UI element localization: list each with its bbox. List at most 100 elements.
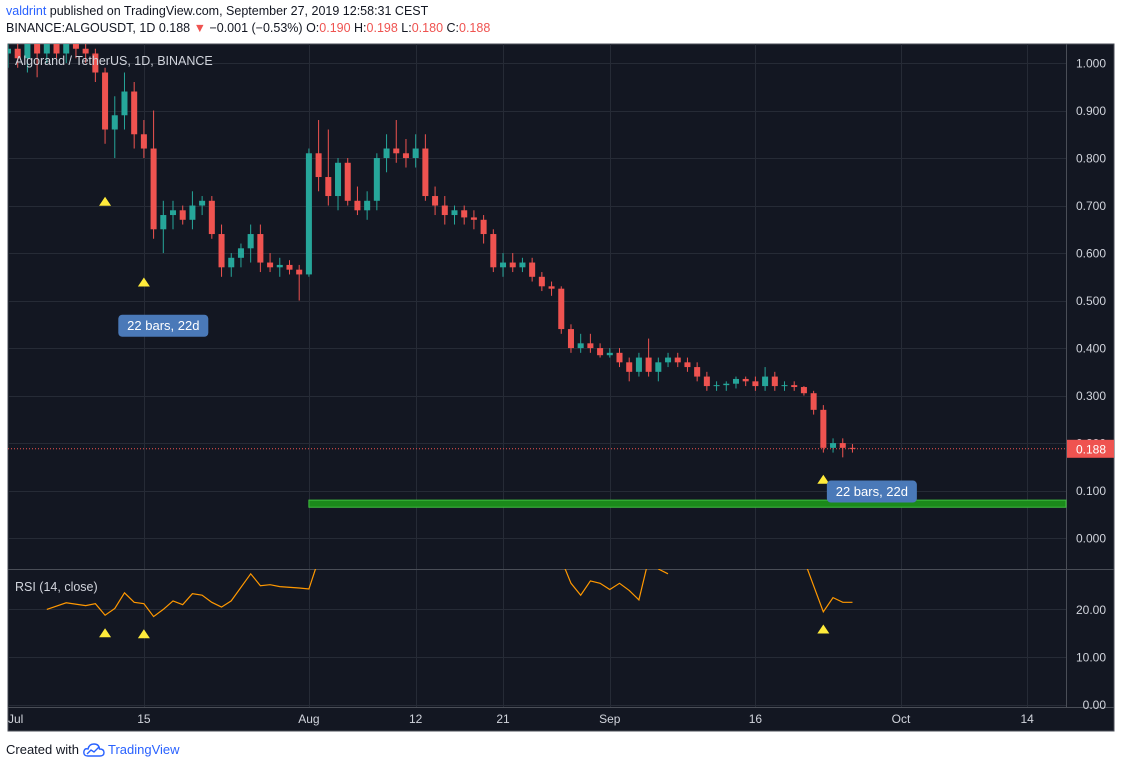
- candle-body: [111, 115, 118, 130]
- price-axis-tick: 0.800: [1076, 152, 1106, 166]
- candle-body: [830, 443, 837, 448]
- tradingview-logo[interactable]: TradingView: [83, 742, 180, 757]
- candle: [131, 82, 138, 149]
- candle: [558, 286, 565, 334]
- candle: [684, 357, 691, 372]
- candle: [635, 352, 642, 377]
- candle: [412, 134, 419, 168]
- candle-body: [655, 362, 662, 372]
- candle: [8, 44, 12, 68]
- author-link[interactable]: valdrint: [6, 4, 47, 18]
- candle: [189, 191, 196, 230]
- grid-lines: [8, 44, 1066, 707]
- candle-body: [480, 219, 487, 235]
- candle: [655, 357, 662, 382]
- candle: [393, 120, 400, 163]
- candle: [432, 186, 439, 216]
- low-label: L:: [401, 21, 412, 35]
- candle: [267, 253, 274, 273]
- open-label: O:: [306, 21, 320, 35]
- candle-body: [781, 385, 788, 387]
- candle: [849, 444, 856, 453]
- symbol-label: BINANCE:ALGOUSDT, 1D: [6, 21, 156, 35]
- candle-body: [412, 148, 419, 159]
- candle-body: [490, 234, 497, 268]
- candle: [286, 260, 293, 275]
- candle: [606, 348, 613, 358]
- candle-body: [373, 158, 380, 201]
- candle: [228, 253, 235, 277]
- candle-body: [393, 148, 400, 154]
- candle: [383, 134, 390, 173]
- candle-body: [616, 352, 623, 363]
- candle: [140, 120, 147, 159]
- candle-body: [587, 343, 594, 349]
- candle-body: [703, 376, 710, 387]
- candle-body: [296, 269, 303, 275]
- candle-body: [344, 162, 351, 201]
- candle: [587, 333, 594, 353]
- candle: [121, 72, 128, 130]
- cloud-icon: [83, 742, 105, 757]
- candle-body: [150, 148, 157, 230]
- candle: [296, 264, 303, 301]
- candle: [82, 44, 89, 64]
- time-axis-tick: 16: [749, 712, 763, 726]
- candle: [102, 67, 109, 144]
- last-price-tag-box: [1067, 439, 1114, 458]
- candle-body: [713, 385, 720, 387]
- candle-body: [286, 264, 293, 270]
- candle: [723, 381, 730, 391]
- candle: [752, 376, 759, 391]
- candle: [742, 376, 749, 387]
- time-axis-tick: 21: [496, 712, 510, 726]
- candle: [315, 120, 322, 192]
- candle-body: [354, 200, 361, 211]
- candle: [111, 96, 118, 159]
- published-text: published on TradingView.com, September …: [46, 4, 429, 18]
- time-axis-tick: Jul: [8, 712, 23, 726]
- candle: [732, 376, 739, 389]
- candle: [170, 200, 177, 230]
- candle-body: [315, 153, 322, 178]
- candle-body: [72, 44, 79, 49]
- candle: [500, 253, 507, 277]
- candle-body: [567, 329, 574, 349]
- candle: [354, 186, 361, 216]
- candle: [781, 381, 788, 391]
- rsi-line: [46, 569, 317, 618]
- candle-body: [791, 385, 798, 388]
- publication-line: valdrint published on TradingView.com, S…: [6, 4, 428, 18]
- candle-body: [170, 210, 177, 216]
- candle-body: [121, 91, 128, 116]
- time-axis-tick: Aug: [298, 712, 319, 726]
- candle: [257, 224, 264, 273]
- rsi-series: [46, 569, 853, 618]
- candle-body: [597, 348, 604, 356]
- symbol-info-line: BINANCE:ALGOUSDT, 1D 0.188 ▼ −0.001 (−0.…: [6, 21, 490, 35]
- candle-body: [461, 210, 468, 218]
- candle: [344, 158, 351, 206]
- candle: [490, 229, 497, 273]
- candle-body: [383, 148, 390, 159]
- candle-body: [723, 383, 730, 386]
- candle: [72, 44, 79, 59]
- candle: [529, 257, 536, 282]
- candle: [839, 438, 846, 458]
- footer: Created with TradingView: [6, 742, 180, 757]
- close-value: 0.188: [459, 21, 491, 35]
- candle: [364, 191, 371, 220]
- candle: [63, 44, 70, 64]
- candle: [150, 110, 157, 239]
- rsi-pivot-marker: [137, 629, 150, 639]
- candle-body: [228, 257, 235, 268]
- candle: [694, 362, 701, 382]
- time-axis-tick: 14: [1020, 712, 1034, 726]
- support-zone: [308, 499, 1067, 508]
- price-chart[interactable]: 22 bars, 22d 22 bars, 22d Algorand / Tethe…: [0, 0, 1121, 740]
- candle-body: [53, 44, 60, 54]
- candle: [53, 44, 60, 59]
- down-arrow-icon: ▼: [193, 21, 206, 35]
- candle: [791, 381, 798, 391]
- candle: [703, 371, 710, 391]
